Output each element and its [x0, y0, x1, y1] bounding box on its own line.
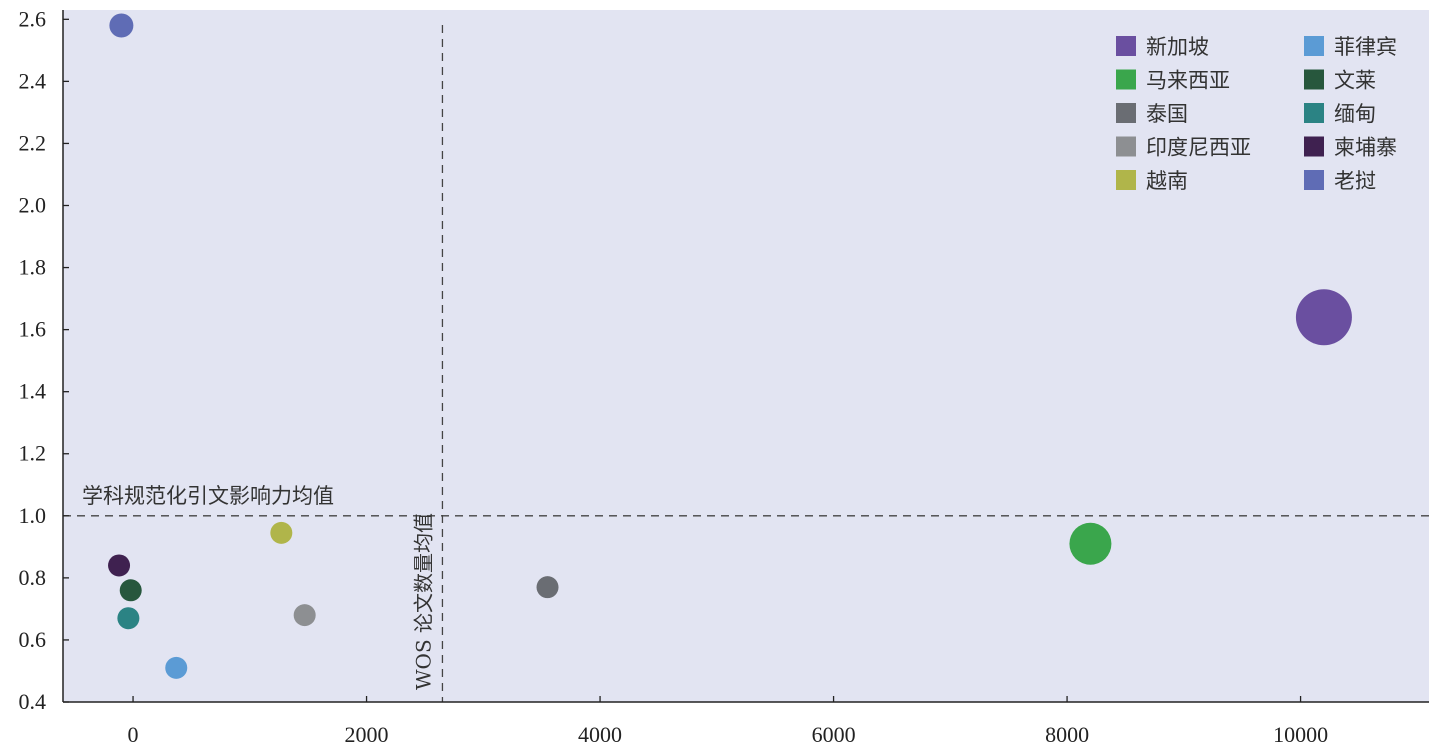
x-tick-label: 0 — [128, 722, 139, 747]
legend-swatch — [1116, 103, 1136, 123]
x-tick-label: 10000 — [1273, 722, 1328, 747]
y-tick-label: 1.2 — [19, 441, 47, 466]
y-tick-label: 2.0 — [19, 192, 47, 217]
x-tick-label: 4000 — [578, 722, 622, 747]
legend-swatch — [1116, 69, 1136, 90]
y-tick-label: 0.6 — [19, 627, 47, 652]
bubble-point — [165, 656, 188, 679]
legend-swatch — [1304, 36, 1324, 56]
x-tick-label: 8000 — [1045, 722, 1089, 747]
legend-swatch — [1116, 170, 1136, 190]
legend-label: 泰国 — [1146, 102, 1188, 126]
bubble-point — [1069, 522, 1112, 565]
bubble-point — [293, 604, 316, 627]
x-tick-label: 6000 — [812, 722, 856, 747]
legend-swatch — [1304, 136, 1324, 157]
legend-swatch — [1304, 170, 1324, 190]
x-tick-label: 2000 — [345, 722, 389, 747]
bubble-point — [270, 521, 293, 544]
y-tick-label: 2.6 — [19, 6, 47, 31]
legend-label: 马来西亚 — [1146, 69, 1230, 93]
bubble-point — [117, 607, 140, 630]
mean-paper-count-label: WOS 论文数量均值 — [411, 513, 435, 690]
legend-label: 印度尼西亚 — [1146, 136, 1251, 160]
y-tick-label: 0.4 — [19, 689, 47, 714]
legend-swatch — [1116, 36, 1136, 56]
bubble-point — [1295, 289, 1352, 346]
legend-label: 缅甸 — [1334, 102, 1376, 126]
legend-label: 越南 — [1146, 169, 1188, 193]
legend-label: 文莱 — [1334, 69, 1376, 93]
legend-label: 老挝 — [1334, 169, 1376, 193]
legend-label: 菲律宾 — [1334, 35, 1397, 59]
mean-citation-impact-label: 学科规范化引文影响力均值 — [82, 484, 334, 508]
y-tick-label: 0.8 — [19, 565, 47, 590]
legend-swatch — [1304, 69, 1324, 90]
y-tick-label: 1.0 — [19, 503, 47, 528]
y-tick-label: 1.6 — [19, 317, 47, 342]
y-tick-label: 2.4 — [19, 68, 47, 93]
y-tick-label: 1.4 — [19, 379, 47, 404]
bubble-point — [536, 576, 559, 599]
y-tick-label: 1.8 — [19, 255, 47, 280]
bubble-point — [108, 554, 131, 577]
plot-area — [63, 10, 1429, 702]
y-tick-label: 2.2 — [19, 130, 47, 155]
legend-label: 柬埔寨 — [1334, 136, 1397, 160]
bubble-point — [109, 13, 134, 38]
legend-swatch — [1304, 103, 1324, 123]
bubble-point — [119, 579, 142, 602]
legend-swatch — [1116, 136, 1136, 157]
legend-label: 新加坡 — [1146, 35, 1209, 59]
